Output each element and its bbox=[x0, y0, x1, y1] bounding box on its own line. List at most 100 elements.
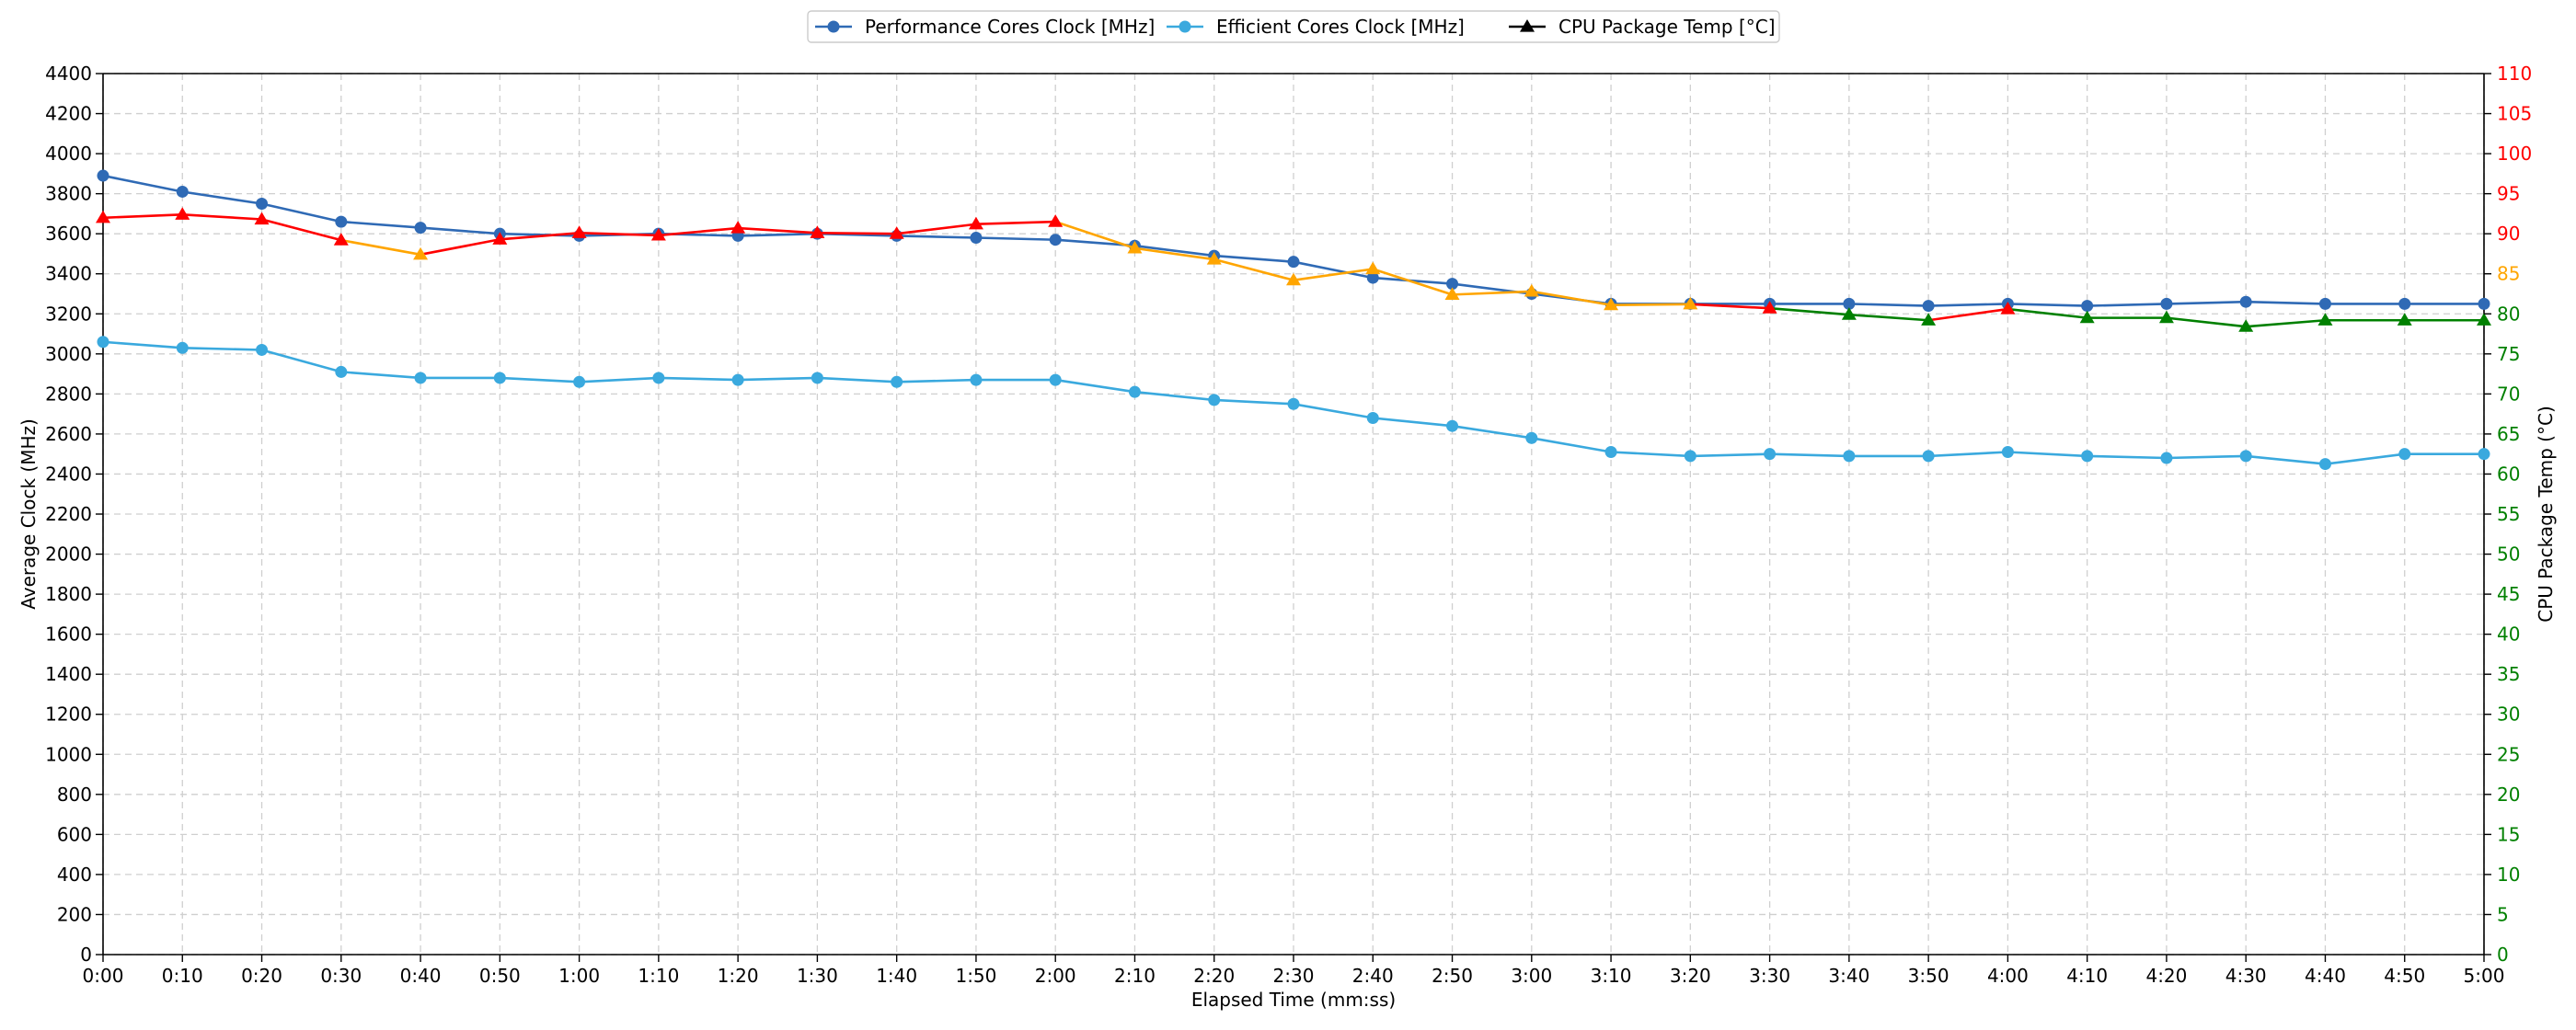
y2-tick-label: 30 bbox=[2497, 704, 2520, 726]
y-tick-label: 1800 bbox=[45, 583, 92, 605]
data-point bbox=[254, 212, 270, 225]
data-point bbox=[1049, 373, 1062, 386]
data-point bbox=[1922, 300, 1935, 313]
data-point bbox=[1525, 431, 1538, 444]
y2-tick-label: 90 bbox=[2497, 223, 2520, 245]
data-point bbox=[493, 372, 506, 384]
data-point bbox=[970, 232, 983, 245]
y-axis-label: Average Clock (MHz) bbox=[17, 418, 40, 610]
series-segment bbox=[896, 223, 977, 235]
x-tick-label: 5:00 bbox=[2464, 965, 2505, 987]
data-point bbox=[731, 373, 744, 386]
y2-tick-label: 10 bbox=[2497, 864, 2520, 886]
y-tick-label: 2600 bbox=[45, 423, 92, 445]
data-point bbox=[1365, 261, 1381, 275]
data-point bbox=[1524, 283, 1539, 297]
y-tick-label: 3200 bbox=[45, 303, 92, 325]
data-point bbox=[97, 169, 109, 182]
data-point bbox=[335, 365, 348, 378]
data-point bbox=[96, 210, 110, 223]
y-tick-label: 4200 bbox=[45, 103, 92, 125]
series-segment bbox=[1611, 303, 1691, 306]
series-segment bbox=[975, 220, 1056, 226]
data-point bbox=[2158, 310, 2174, 324]
data-point bbox=[1446, 278, 1459, 291]
data-point bbox=[1287, 256, 1300, 269]
legend-label: CPU Package Temp [°C] bbox=[1558, 16, 1776, 38]
series-segment bbox=[738, 226, 818, 235]
series-layer bbox=[96, 169, 2491, 471]
data-point bbox=[1048, 214, 1064, 227]
y2-axis-label: CPU Package Temp (°C) bbox=[2535, 406, 2557, 623]
series-segment bbox=[1690, 303, 1770, 310]
data-point bbox=[2478, 297, 2490, 310]
y2-tick-label: 65 bbox=[2497, 423, 2520, 445]
data-point bbox=[1208, 394, 1221, 406]
data-point bbox=[1604, 446, 1617, 459]
data-point bbox=[730, 221, 746, 234]
x-tick-label: 4:50 bbox=[2384, 965, 2425, 987]
data-point bbox=[1127, 240, 1143, 254]
legend-marker bbox=[827, 20, 840, 33]
x-tick-label: 3:00 bbox=[1511, 965, 1552, 987]
data-point bbox=[1128, 385, 1141, 398]
legend-marker bbox=[1179, 20, 1191, 33]
x-tick-label: 2:00 bbox=[1035, 965, 1076, 987]
y-tick-label: 800 bbox=[57, 784, 92, 806]
data-point bbox=[2318, 297, 2331, 310]
series-segment bbox=[1134, 246, 1214, 261]
x-tick-label: 0:10 bbox=[162, 965, 203, 987]
data-point bbox=[1604, 297, 1619, 311]
y2-tick-label: 70 bbox=[2497, 383, 2520, 405]
series-segment bbox=[817, 232, 897, 235]
y-axis-right: 0 5 10 15 20 25 30 35 40 45 50 55 60 65 70 75 80 85 90 95 10… bbox=[2484, 63, 2532, 966]
x-tick-label: 1:00 bbox=[558, 965, 600, 987]
y2-tick-label: 55 bbox=[2497, 503, 2520, 525]
data-point bbox=[1684, 450, 1696, 463]
series-segment bbox=[182, 212, 262, 221]
series-efficient-cores bbox=[97, 336, 2490, 471]
y2-tick-label: 75 bbox=[2497, 343, 2520, 365]
y2-tick-label: 85 bbox=[2497, 263, 2520, 285]
data-point bbox=[2478, 448, 2490, 461]
data-point bbox=[413, 246, 429, 260]
x-axis: 0:00 0:10 0:20 0:30 0:40 0:50 1:00 1:10 1:20 1:30… bbox=[83, 955, 2505, 987]
data-point bbox=[175, 207, 190, 220]
y-tick-label: 3400 bbox=[45, 263, 92, 285]
x-tick-label: 1:50 bbox=[955, 965, 996, 987]
x-tick-label: 2:30 bbox=[1273, 965, 1315, 987]
x-axis-label: Elapsed Time (mm:ss) bbox=[1191, 989, 1396, 1011]
y-axis-left: 0 200 400 600 800 1000 1200 1400 1600 1800 2000 220… bbox=[45, 63, 103, 966]
data-point bbox=[2081, 300, 2094, 313]
x-tick-label: 4:30 bbox=[2225, 965, 2267, 987]
data-point bbox=[2001, 446, 2014, 459]
y2-tick-label: 50 bbox=[2497, 544, 2520, 566]
data-point bbox=[970, 373, 983, 386]
data-point bbox=[573, 375, 586, 388]
y-tick-label: 3000 bbox=[45, 343, 92, 365]
data-point bbox=[2398, 297, 2411, 310]
grid bbox=[102, 73, 2485, 956]
y2-tick-label: 95 bbox=[2497, 183, 2520, 205]
data-point bbox=[2317, 313, 2333, 326]
y-tick-label: 1400 bbox=[45, 663, 92, 685]
y2-tick-label: 35 bbox=[2497, 663, 2520, 685]
x-tick-label: 3:10 bbox=[1591, 965, 1632, 987]
series-segment bbox=[1927, 307, 2008, 322]
legend-item: Efficient Cores Clock [MHz] bbox=[1167, 16, 1465, 38]
y-tick-label: 2400 bbox=[45, 463, 92, 485]
data-point bbox=[2160, 452, 2173, 464]
data-point bbox=[1286, 272, 1301, 286]
x-tick-label: 2:10 bbox=[1114, 965, 1156, 987]
y-tick-label: 3800 bbox=[45, 183, 92, 205]
y-tick-label: 4400 bbox=[45, 63, 92, 85]
data-point bbox=[571, 225, 587, 238]
data-point bbox=[2398, 448, 2411, 461]
x-tick-label: 2:40 bbox=[1352, 965, 1394, 987]
legend-box bbox=[807, 10, 1780, 43]
data-point bbox=[2081, 450, 2094, 463]
data-point bbox=[256, 343, 269, 356]
x-tick-label: 1:40 bbox=[876, 965, 917, 987]
data-point bbox=[97, 336, 109, 349]
data-point bbox=[1287, 397, 1300, 410]
